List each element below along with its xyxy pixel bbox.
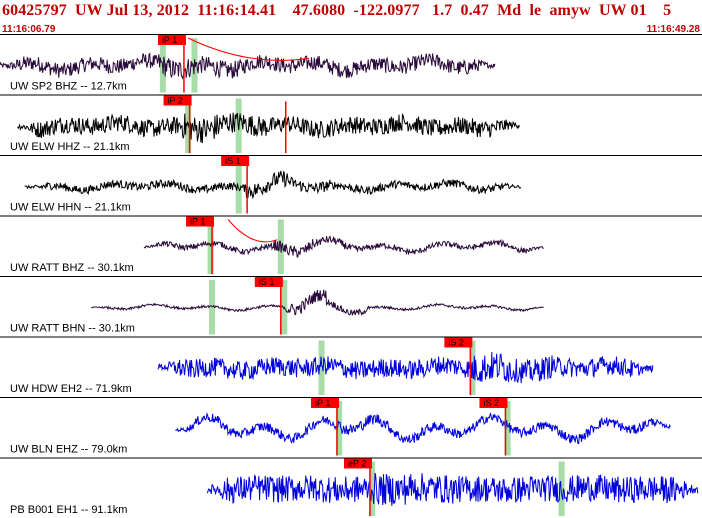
station-label: UW ELW HHZ -- 21.1km	[10, 141, 130, 153]
pick-label[interactable]: iP 1	[190, 217, 205, 227]
travel-time-curve	[227, 219, 278, 243]
station-label: UW RATT BHN -- 30.1km	[10, 323, 135, 335]
pick-window	[504, 401, 511, 456]
station-label: UW RATT BHZ -- 30.1km	[10, 262, 134, 274]
pick-label[interactable]: iS 2	[448, 338, 464, 348]
pick-window	[207, 219, 214, 274]
waveform	[175, 412, 671, 444]
pick-window	[369, 461, 376, 516]
pick-label[interactable]: iS 1	[259, 277, 275, 287]
pick-label[interactable]: eP 2	[348, 459, 366, 469]
waveform	[17, 112, 520, 144]
pick-label[interactable]: iP 1	[315, 398, 330, 408]
waveform	[206, 472, 699, 506]
pick-window	[318, 340, 325, 395]
pick-label-box[interactable]	[157, 35, 186, 45]
pick-label-box[interactable]	[221, 156, 250, 166]
pick-window	[235, 159, 242, 214]
trace-row[interactable]: iP 1 iS 2 UW BLN EHZ -- 79.0km	[0, 397, 702, 456]
event-header: 60425797 UW Jul 13, 2012 11:16:14.41 47.…	[0, 0, 702, 35]
trace-row[interactable]: eP 2 PB B001 EH1 -- 91.1km	[0, 457, 702, 516]
pick-label-box[interactable]	[479, 398, 508, 408]
pick-window	[336, 401, 343, 456]
pick-label[interactable]: iS 2	[483, 398, 499, 408]
pick-label-box[interactable]	[186, 216, 215, 227]
pick-label-box[interactable]	[163, 95, 192, 106]
event-title: 60425797 UW Jul 13, 2012 11:16:14.41 47.…	[2, 2, 672, 19]
waveform	[0, 52, 496, 80]
trace-row[interactable]: iP 1 UW RATT BHZ -- 30.1km	[0, 215, 702, 274]
pick-label-box[interactable]	[254, 277, 283, 287]
waveform	[143, 235, 544, 258]
waveform	[24, 170, 522, 200]
window-end-time: 11:16:49.28	[646, 24, 700, 35]
seismogram-panel[interactable]: iP 1 UW SP2 BHZ -- 12.7km iP 2 UW ELW HHZ -…	[0, 34, 702, 518]
pick-label[interactable]: iS 1	[225, 156, 241, 166]
pick-window	[209, 280, 216, 335]
trace-row[interactable]: iS 1 UW RATT BHN -- 30.1km	[0, 276, 702, 335]
pick-label[interactable]: iP 2	[168, 96, 183, 106]
station-label: UW SP2 BHZ -- 12.7km	[10, 81, 127, 93]
pick-label[interactable]: iP 1	[162, 35, 177, 45]
pick-label-box[interactable]	[310, 398, 339, 408]
station-label: UW ELW HHN -- 21.1km	[10, 202, 131, 214]
waveform	[91, 289, 544, 316]
trace-row[interactable]: iP 2 UW ELW HHZ -- 21.1km	[0, 94, 702, 153]
travel-time-curve	[187, 37, 309, 61]
pick-label-box[interactable]	[444, 337, 473, 348]
window-start-time: 11:16:06.79	[2, 24, 56, 35]
trace-row[interactable]: iS 1 UW ELW HHN -- 21.1km	[0, 155, 702, 214]
station-label: PB B001 EH1 -- 91.1km	[10, 504, 127, 516]
pick-window	[558, 461, 565, 516]
station-label: UW BLN EHZ -- 79.0km	[10, 444, 127, 456]
pick-label-box[interactable]	[343, 458, 372, 469]
station-label: UW HDW EH2 -- 71.9km	[10, 383, 132, 395]
trace-row[interactable]: iP 1 UW SP2 BHZ -- 12.7km	[0, 34, 702, 93]
waveform	[157, 351, 654, 384]
trace-row[interactable]: iS 2 UW HDW EH2 -- 71.9km	[0, 336, 702, 395]
